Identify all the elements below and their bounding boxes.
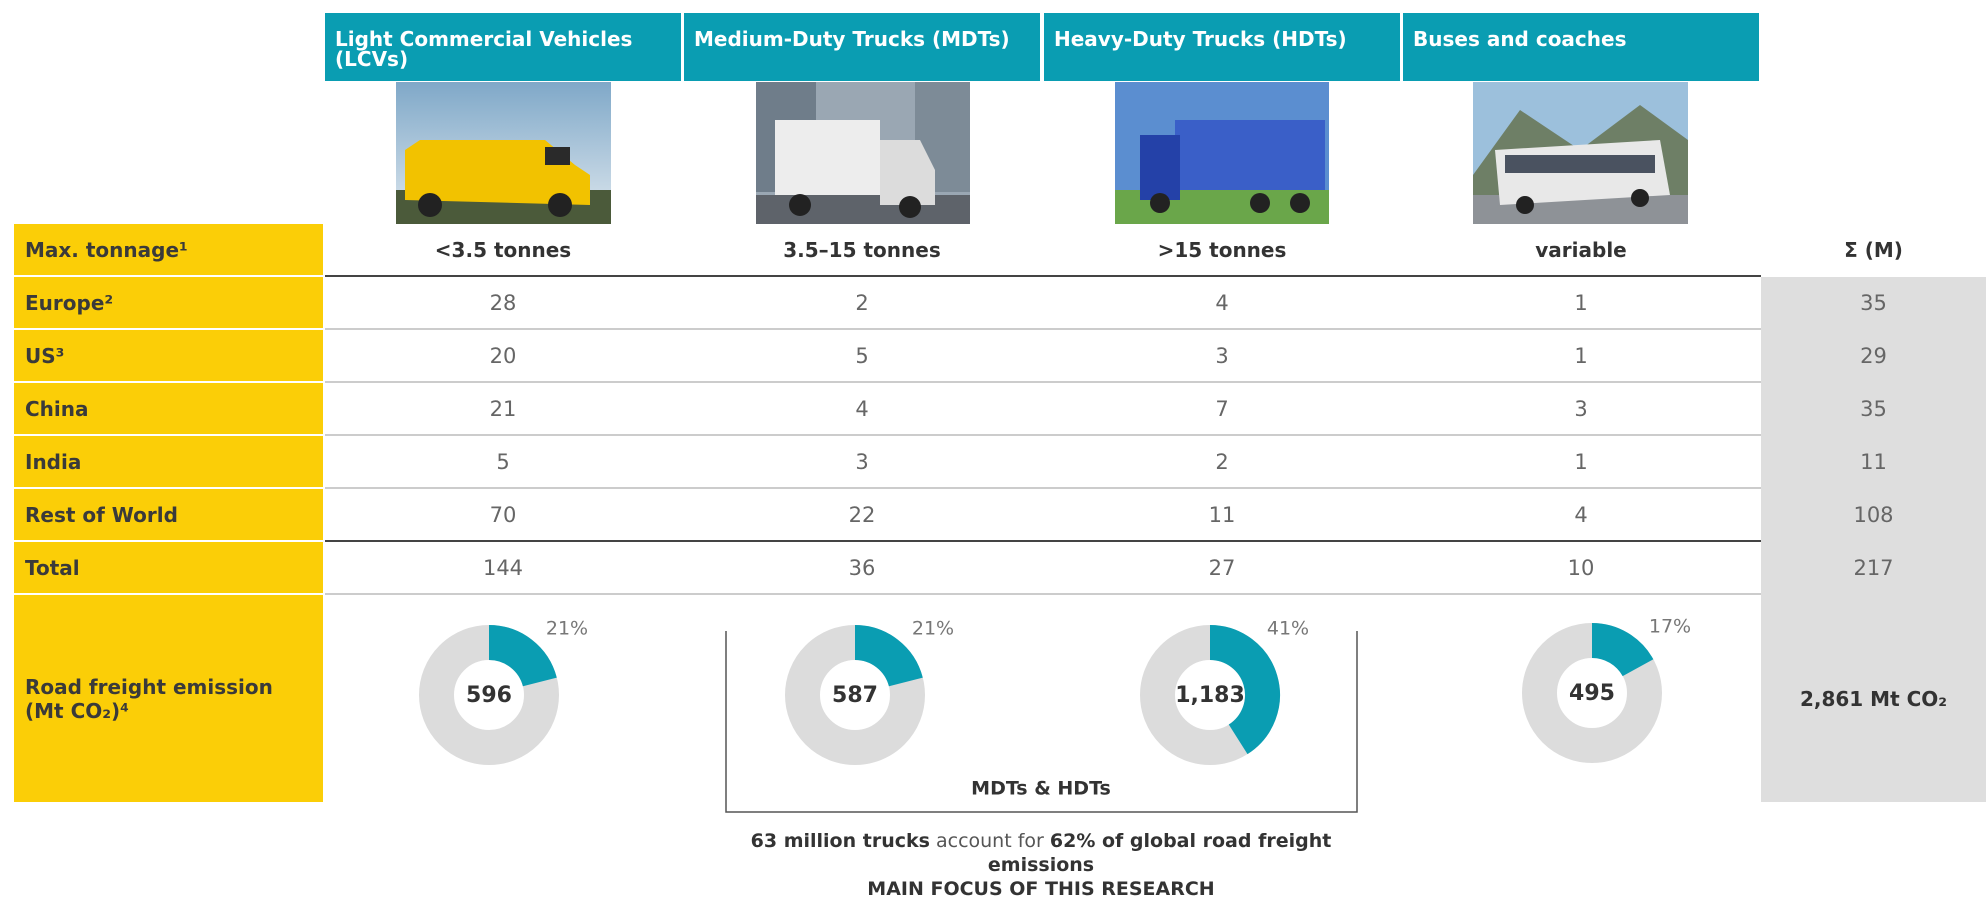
- row-divider: [325, 593, 1761, 595]
- column-header: Light Commercial Vehicles (LCVs): [325, 13, 681, 81]
- row-label: Road freight emission (Mt CO₂)⁴: [14, 595, 323, 802]
- column-header: Buses and coaches: [1403, 13, 1759, 81]
- photo-mdt: [756, 82, 970, 224]
- row-total: 35: [1761, 383, 1986, 434]
- cell-value: 3: [684, 436, 1040, 487]
- photo-bus: [1473, 82, 1688, 224]
- column-header: Medium-Duty Trucks (MDTs): [684, 13, 1040, 81]
- cell-value: 4: [1403, 489, 1759, 540]
- tonnage: variable: [1403, 224, 1759, 275]
- photo-hdt: [1115, 82, 1329, 224]
- cell-value: 28: [325, 277, 681, 328]
- cell-value: 7: [1044, 383, 1400, 434]
- share-label: 41%: [1267, 618, 1309, 640]
- donut-share: [855, 643, 906, 682]
- cell-value: 144: [325, 542, 681, 593]
- cell-value: 3: [1403, 383, 1759, 434]
- cell-value: 22: [684, 489, 1040, 540]
- row-total: 217: [1761, 542, 1986, 593]
- cell-value: 1: [1403, 436, 1759, 487]
- row-label: Max. tonnage¹: [14, 224, 323, 275]
- share-label: 21%: [546, 618, 588, 640]
- cell-value: 10: [1403, 542, 1759, 593]
- footer-part: 63 million trucks: [751, 830, 930, 852]
- tonnage: >15 tonnes: [1044, 224, 1400, 275]
- cell-value: 4: [1044, 277, 1400, 328]
- infographic: 596 21% 587 21% 1,183 41% 495 17% MDTs & HDTs Li…: [0, 0, 1986, 901]
- row-total: 29: [1761, 330, 1986, 381]
- emission-total: 2,861 Mt CO₂: [1761, 595, 1986, 802]
- cell-value: 2: [684, 277, 1040, 328]
- photo-lcv: [396, 82, 611, 224]
- donut-share: [1592, 641, 1638, 668]
- cell-value: 36: [684, 542, 1040, 593]
- emission-value: 1,183: [1175, 683, 1245, 708]
- cell-value: 21: [325, 383, 681, 434]
- cell-value: 4: [684, 383, 1040, 434]
- row-total: 11: [1761, 436, 1986, 487]
- cell-value: 70: [325, 489, 681, 540]
- row-total: 108: [1761, 489, 1986, 540]
- cell-value: 2: [1044, 436, 1400, 487]
- tonnage: <3.5 tonnes: [325, 224, 681, 275]
- row-label: Europe²: [14, 277, 323, 328]
- cell-value: 1: [1403, 277, 1759, 328]
- column-header: Heavy-Duty Trucks (HDTs): [1044, 13, 1400, 81]
- donut-share: [489, 643, 540, 682]
- row-total: 35: [1761, 277, 1986, 328]
- cell-value: 1: [1403, 330, 1759, 381]
- row-label: Rest of World: [14, 489, 323, 540]
- footer-part: account for: [936, 830, 1044, 852]
- total-header: Σ (M): [1761, 224, 1986, 275]
- share-label: 17%: [1649, 616, 1691, 638]
- tonnage: 3.5–15 tonnes: [684, 224, 1040, 275]
- cell-value: 27: [1044, 542, 1400, 593]
- footer-text: 63 million trucks account for 62% of glo…: [741, 829, 1341, 877]
- cell-value: 20: [325, 330, 681, 381]
- bracket-label: MDTs & HDTs: [971, 778, 1111, 800]
- row-label: China: [14, 383, 323, 434]
- cell-value: 11: [1044, 489, 1400, 540]
- row-label: US³: [14, 330, 323, 381]
- cell-value: 3: [1044, 330, 1400, 381]
- share-label: 21%: [912, 618, 954, 640]
- footer-focus: MAIN FOCUS OF THIS RESEARCH: [741, 878, 1341, 900]
- cell-value: 5: [325, 436, 681, 487]
- cell-value: 5: [684, 330, 1040, 381]
- emission-value: 596: [466, 683, 512, 708]
- emission-value: 495: [1569, 681, 1615, 706]
- row-label: India: [14, 436, 323, 487]
- row-label: Total: [14, 542, 323, 593]
- emission-value: 587: [832, 683, 878, 708]
